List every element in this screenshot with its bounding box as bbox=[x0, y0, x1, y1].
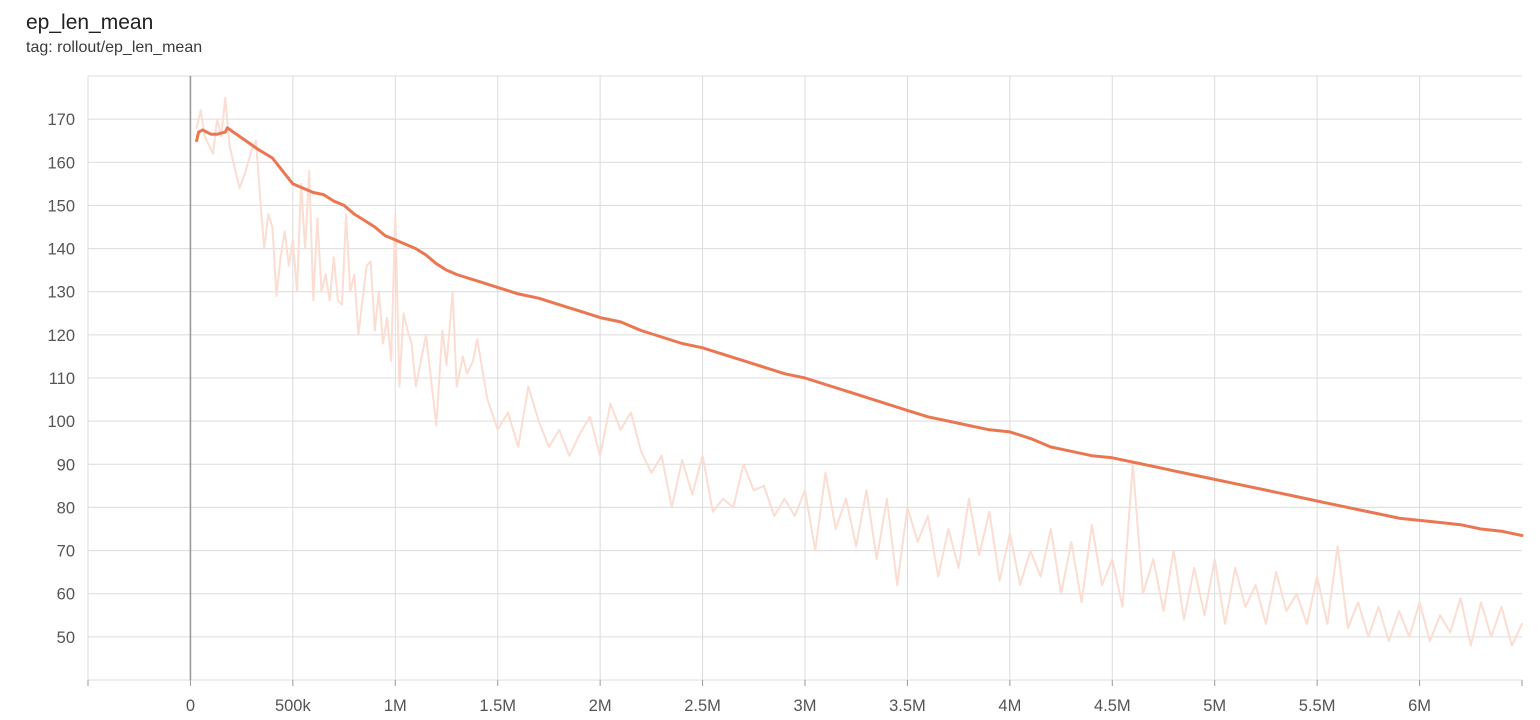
x-tick-label: 6M bbox=[1408, 697, 1431, 715]
x-tick-label: 4M bbox=[998, 697, 1021, 715]
y-tick-label: 170 bbox=[47, 111, 75, 129]
smoothed-series-line bbox=[195, 126, 1524, 537]
y-tick-label: 110 bbox=[49, 370, 75, 388]
x-tick-label: 1.5M bbox=[479, 697, 516, 715]
y-tick-label: 150 bbox=[47, 197, 75, 215]
y-tick-label: 100 bbox=[47, 413, 75, 431]
x-tick-label: 1M bbox=[384, 697, 407, 715]
y-tick-label: 60 bbox=[57, 586, 75, 604]
y-tick-label: 120 bbox=[47, 327, 75, 345]
y-tick-label: 90 bbox=[57, 456, 75, 474]
y-tick-label: 160 bbox=[47, 154, 75, 172]
y-tick-label: 70 bbox=[57, 543, 75, 561]
chart-subtitle: tag: rollout/ep_len_mean bbox=[26, 39, 203, 56]
y-tick-label: 50 bbox=[57, 629, 75, 647]
x-tick-label: 5.5M bbox=[1299, 697, 1336, 715]
x-tick-label: 500k bbox=[275, 697, 312, 715]
y-tick-label: 80 bbox=[57, 499, 75, 517]
chart-title: ep_len_mean bbox=[26, 11, 154, 34]
x-tick-label: 5M bbox=[1203, 697, 1226, 715]
x-tick-label: 2.5M bbox=[684, 697, 721, 715]
y-tick-label: 130 bbox=[47, 284, 75, 302]
x-tick-label: 2M bbox=[589, 697, 612, 715]
x-tick-label: 4.5M bbox=[1094, 697, 1131, 715]
y-tick-label: 140 bbox=[47, 241, 75, 259]
raw-series-line bbox=[195, 96, 1523, 647]
x-tick-label: 0 bbox=[186, 697, 195, 715]
x-tick-label: 3M bbox=[794, 697, 817, 715]
x-tick-label: 3.5M bbox=[889, 697, 926, 715]
